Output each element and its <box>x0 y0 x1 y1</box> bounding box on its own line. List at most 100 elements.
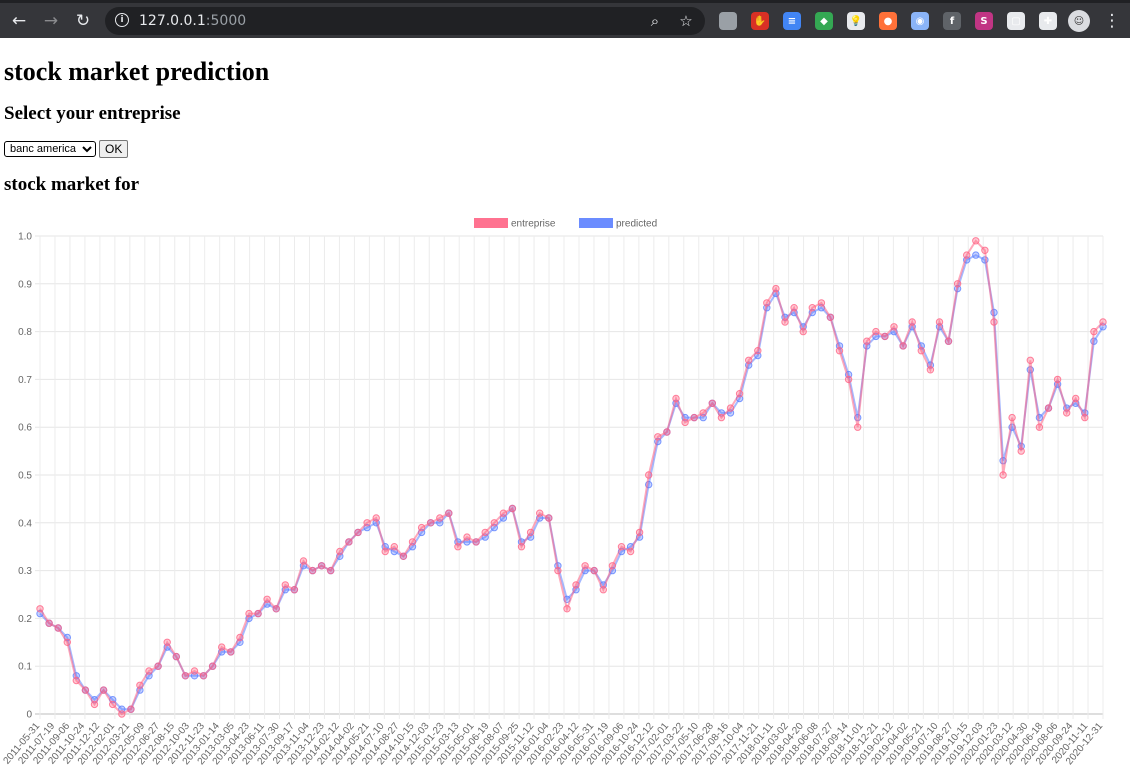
data-point-entreprise <box>1081 413 1089 422</box>
data-point-entreprise <box>308 566 317 575</box>
disc-ext-icon[interactable]: ◉ <box>911 12 929 30</box>
data-point-entreprise <box>245 609 253 618</box>
data-point-entreprise <box>208 662 217 670</box>
select-heading: Select your entreprise <box>4 103 181 124</box>
data-point-entreprise <box>281 581 289 589</box>
fox-ext-icon[interactable]: ● <box>879 12 897 30</box>
data-point-entreprise <box>236 633 244 642</box>
data-point-entreprise <box>136 681 144 689</box>
y-tick-label: 0.3 <box>18 566 32 577</box>
zoom-icon[interactable]: ⌕ <box>650 12 660 30</box>
data-point-entreprise <box>735 390 744 398</box>
stock-chart: 00.10.20.30.40.50.60.70.80.91.02011-05-3… <box>1 218 1107 767</box>
data-point-entreprise <box>336 547 344 556</box>
data-point-entreprise <box>972 237 980 245</box>
profile-avatar[interactable]: ☺ <box>1068 10 1090 32</box>
data-point-entreprise <box>935 318 944 326</box>
data-point-entreprise <box>1035 423 1044 431</box>
y-tick-label: 0.2 <box>18 614 32 625</box>
data-point-entreprise <box>417 523 426 532</box>
data-point-entreprise <box>36 605 44 613</box>
data-point-entreprise <box>454 543 462 551</box>
data-point-entreprise <box>99 686 108 694</box>
data-point-entreprise <box>299 557 308 565</box>
data-point-entreprise <box>254 609 262 618</box>
data-point-entreprise <box>872 327 880 336</box>
data-point-entreprise <box>863 337 871 345</box>
data-point-entreprise <box>581 562 589 570</box>
data-point-entreprise <box>817 299 826 307</box>
data-point-entreprise <box>799 327 807 336</box>
data-point-entreprise <box>63 638 72 646</box>
data-point-entreprise <box>981 246 989 254</box>
data-point-entreprise <box>899 342 907 350</box>
data-point-entreprise <box>463 533 471 541</box>
ok-button[interactable]: OK <box>99 140 129 158</box>
data-point-entreprise <box>199 672 208 680</box>
bookmark-star-icon[interactable]: ☆ <box>679 12 693 30</box>
data-point-entreprise <box>508 504 517 513</box>
back-arrow-icon[interactable]: ← <box>11 11 27 31</box>
data-point-entreprise <box>645 471 653 479</box>
data-point-entreprise <box>726 404 735 412</box>
data-point-entreprise <box>999 471 1007 479</box>
data-point-entreprise <box>854 423 862 431</box>
data-point-entreprise <box>1090 327 1098 336</box>
data-point-entreprise <box>363 519 371 527</box>
series-line-predicted <box>39 253 1104 711</box>
data-point-entreprise <box>963 251 971 259</box>
y-tick-label: 0 <box>26 710 32 721</box>
y-tick-label: 0.4 <box>18 518 32 529</box>
data-point-entreprise <box>672 394 680 403</box>
data-point-entreprise <box>1044 404 1053 412</box>
data-point-entreprise <box>408 538 417 546</box>
data-point-entreprise <box>1072 394 1080 403</box>
data-point-entreprise <box>354 528 362 537</box>
data-point-entreprise <box>1026 356 1035 365</box>
data-point-entreprise <box>490 519 498 527</box>
data-point-entreprise <box>681 418 689 427</box>
docs-ext-icon[interactable]: ≡ <box>783 12 801 30</box>
data-point-entreprise <box>90 700 99 709</box>
data-point-entreprise <box>526 528 535 537</box>
reload-icon[interactable]: ↻ <box>75 11 91 31</box>
company-select[interactable]: banc america <box>4 141 96 157</box>
menu-kebab-icon[interactable]: ⋮ <box>1103 11 1121 31</box>
y-tick-label: 0.7 <box>18 375 32 386</box>
facebook-ext-icon[interactable]: f <box>943 12 961 30</box>
forward-arrow-icon[interactable]: → <box>43 11 59 31</box>
data-point-entreprise <box>626 547 635 556</box>
data-point-entreprise <box>745 356 753 365</box>
data-point-entreprise <box>54 624 62 632</box>
page-title: stock market prediction <box>4 57 270 86</box>
data-point-entreprise <box>1017 447 1025 455</box>
screenshot-ext-icon[interactable] <box>719 12 737 30</box>
puzzle-colored-ext-icon[interactable]: ◆ <box>815 12 833 30</box>
site-info-icon[interactable]: i <box>115 13 129 27</box>
data-point-entreprise <box>654 433 662 441</box>
data-point-entreprise <box>399 552 408 560</box>
data-point-entreprise <box>109 700 117 709</box>
extensions-puzzle-icon[interactable]: ✚ <box>1039 12 1057 30</box>
data-point-entreprise <box>290 586 299 594</box>
address-url[interactable]: 127.0.0.1:5000 <box>139 13 246 29</box>
legend-swatch-predicted <box>579 218 613 228</box>
stop-ext-icon[interactable]: ✋ <box>751 12 769 30</box>
data-point-entreprise <box>844 375 853 384</box>
data-point-entreprise <box>826 313 835 322</box>
bulb-ext-icon[interactable]: 💡 <box>847 12 865 30</box>
data-point-entreprise <box>890 323 898 331</box>
address-bar[interactable]: i 127.0.0.1:5000 ⌕ ☆ <box>105 7 705 35</box>
data-point-entreprise <box>154 662 162 670</box>
data-point-entreprise <box>163 638 171 646</box>
data-point-entreprise <box>808 304 816 312</box>
legend-swatch-entreprise <box>474 218 508 228</box>
data-point-entreprise <box>81 686 90 694</box>
s-ext-icon[interactable]: S <box>975 12 993 30</box>
y-tick-label: 0.8 <box>18 327 32 338</box>
window-ext-icon[interactable]: ▢ <box>1007 12 1025 30</box>
series-line-entreprise <box>39 239 1104 716</box>
data-point-entreprise <box>45 619 53 627</box>
data-point-entreprise <box>772 284 780 293</box>
data-point-entreprise <box>381 547 389 556</box>
